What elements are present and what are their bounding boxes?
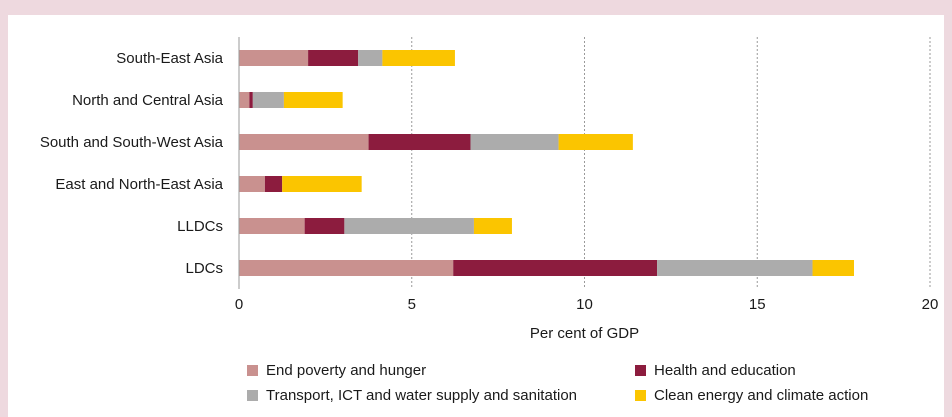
bar-segment xyxy=(239,50,309,66)
x-axis-title: Per cent of GDP xyxy=(530,325,639,342)
legend-swatch xyxy=(247,390,258,401)
legend: End poverty and hunger Health and educati… xyxy=(247,362,868,404)
bar-segment xyxy=(283,92,343,108)
category-label: LDCs xyxy=(185,260,223,277)
bar-segment xyxy=(812,260,854,276)
category-label: LLDCs xyxy=(177,218,223,235)
legend-label: Health and education xyxy=(654,362,796,379)
legend-label: Clean energy and climate action xyxy=(654,387,868,404)
bar-segment xyxy=(264,176,283,192)
bar-segment xyxy=(239,134,369,150)
legend-swatch xyxy=(247,365,258,376)
legend-label: End poverty and hunger xyxy=(266,362,426,379)
category-label: East and North-East Asia xyxy=(55,176,223,193)
bar-segment xyxy=(358,50,383,66)
bar-segment xyxy=(344,218,474,234)
bar-segment xyxy=(308,50,359,66)
x-tick-label: 5 xyxy=(408,296,416,313)
bar-segment xyxy=(249,92,253,108)
x-tick-label: 20 xyxy=(922,296,939,313)
x-tick-label: 0 xyxy=(235,296,243,313)
chart-panel: South-East Asia North and Central Asia Sou… xyxy=(8,15,944,417)
x-axis: 0 5 10 15 20 xyxy=(235,37,939,313)
category-label: South-East Asia xyxy=(116,50,223,67)
bars-layer xyxy=(239,50,854,276)
bar-segment xyxy=(252,92,284,108)
x-tick-label: 10 xyxy=(576,296,593,313)
bar-segment xyxy=(282,176,362,192)
bar-segment xyxy=(304,218,345,234)
category-label: South and South-West Asia xyxy=(40,134,224,151)
grid-layer xyxy=(411,37,931,289)
x-tick-label: 15 xyxy=(749,296,766,313)
bar-segment xyxy=(470,134,559,150)
bar-segment xyxy=(239,176,265,192)
bar-segment xyxy=(239,260,454,276)
bar-segment xyxy=(382,50,455,66)
legend-label: Transport, ICT and water supply and sani… xyxy=(266,387,577,404)
bar-segment xyxy=(239,92,250,108)
legend-swatch xyxy=(635,365,646,376)
legend-swatch xyxy=(635,390,646,401)
category-label: North and Central Asia xyxy=(72,92,224,109)
bar-segment xyxy=(239,218,305,234)
category-labels: South-East Asia North and Central Asia Sou… xyxy=(40,50,224,277)
bar-segment xyxy=(368,134,471,150)
stacked-bar-chart: South-East Asia North and Central Asia Sou… xyxy=(40,37,939,404)
bar-segment xyxy=(657,260,813,276)
bar-segment xyxy=(453,260,658,276)
bar-segment xyxy=(558,134,633,150)
bar-segment xyxy=(473,218,512,234)
